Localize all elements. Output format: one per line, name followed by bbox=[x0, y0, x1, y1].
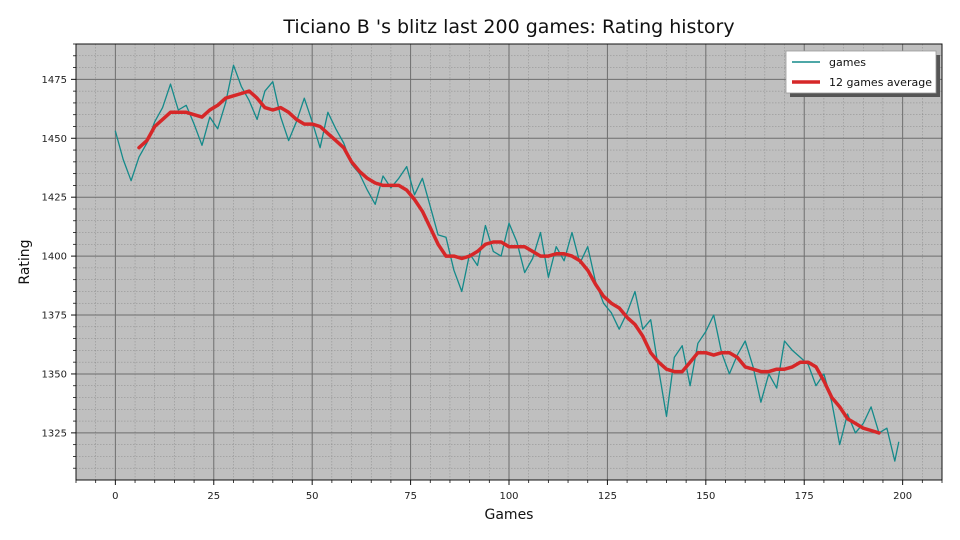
legend-box bbox=[785, 50, 937, 94]
x-axis-label: Games bbox=[485, 507, 534, 523]
x-axis: 0 25 50 75 100 125 150 175 200 bbox=[75, 480, 943, 502]
x-tick-label: 0 bbox=[112, 491, 118, 502]
y-tick-label: 1350 bbox=[42, 369, 67, 380]
y-tick-label: 1375 bbox=[42, 311, 67, 322]
major-grid bbox=[76, 44, 942, 480]
x-tick-label: 75 bbox=[404, 491, 417, 502]
x-tick-label: 125 bbox=[598, 491, 617, 502]
series-layer bbox=[114, 64, 900, 462]
y-tick-label: 1475 bbox=[42, 75, 67, 86]
legend-label-average: 12 games average bbox=[829, 76, 932, 89]
series-line-games bbox=[114, 64, 900, 462]
y-tick-label: 1425 bbox=[42, 193, 67, 204]
x-tick-label: 200 bbox=[893, 491, 912, 502]
y-axis-label: Rating bbox=[17, 239, 33, 284]
x-tick-label: 150 bbox=[696, 491, 715, 502]
x-tick-label: 25 bbox=[207, 491, 220, 502]
chart-title: Ticiano B 's blitz last 200 games: Ratin… bbox=[282, 16, 734, 38]
y-tick-label: 1450 bbox=[42, 134, 67, 145]
series-line-average bbox=[137, 89, 881, 435]
legend: games 12 games average bbox=[785, 50, 940, 97]
x-tick-label: 100 bbox=[499, 491, 518, 502]
y-axis: 1325 1350 1375 1400 1425 1450 1475 bbox=[42, 43, 76, 469]
legend-label-games: games bbox=[829, 56, 866, 69]
y-tick-label: 1325 bbox=[42, 428, 67, 439]
x-tick-label: 50 bbox=[306, 491, 319, 502]
y-tick-label: 1400 bbox=[42, 252, 67, 263]
x-tick-label: 175 bbox=[795, 491, 814, 502]
